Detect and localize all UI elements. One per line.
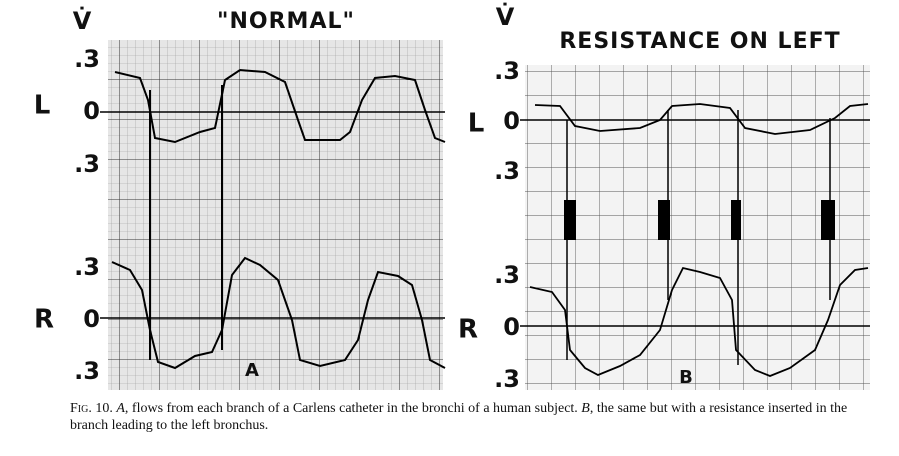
caption: Fig. 10. A, flows from each branch of a … (70, 400, 870, 434)
tick-label: 0 (503, 107, 520, 135)
tick-label: .3 (494, 157, 520, 185)
trace-name: R (34, 305, 54, 335)
flow-symbol: V̇ (73, 7, 92, 35)
grid-a (100, 40, 446, 390)
tick-label: .3 (74, 45, 100, 73)
caption-ref: B (581, 401, 590, 416)
figure: V̇ "NORMAL" .3 0 .3 L .3 0 .3 R A V̇ RES… (34, 3, 870, 393)
panel-title: RESISTANCE ON LEFT (559, 29, 840, 54)
tick-label: 0 (83, 97, 100, 125)
tick-label: 0 (503, 313, 520, 341)
flow-symbol: V̇ (496, 3, 515, 31)
caption-ref: A (116, 401, 125, 416)
tick-label: .3 (494, 261, 520, 289)
tick-label: .3 (494, 57, 520, 85)
panel-letter: A (245, 360, 259, 381)
grid-b (520, 65, 870, 390)
caption-text: , the same but with a resistance inserte… (70, 401, 848, 433)
panel-letter: B (679, 367, 693, 388)
tick-label: 0 (83, 305, 100, 333)
trace-name: L (34, 91, 51, 121)
tick-label: .3 (74, 253, 100, 281)
tick-label: .3 (494, 365, 520, 393)
figure-label: Fig. 10. (70, 401, 113, 416)
trace-name: R (458, 315, 478, 345)
tick-label: .3 (74, 150, 100, 178)
panel-title: "NORMAL" (217, 9, 355, 34)
caption-text: , flows from each branch of a Carlens ca… (124, 401, 582, 416)
trace-name: L (468, 109, 485, 139)
tick-label: .3 (74, 357, 100, 385)
